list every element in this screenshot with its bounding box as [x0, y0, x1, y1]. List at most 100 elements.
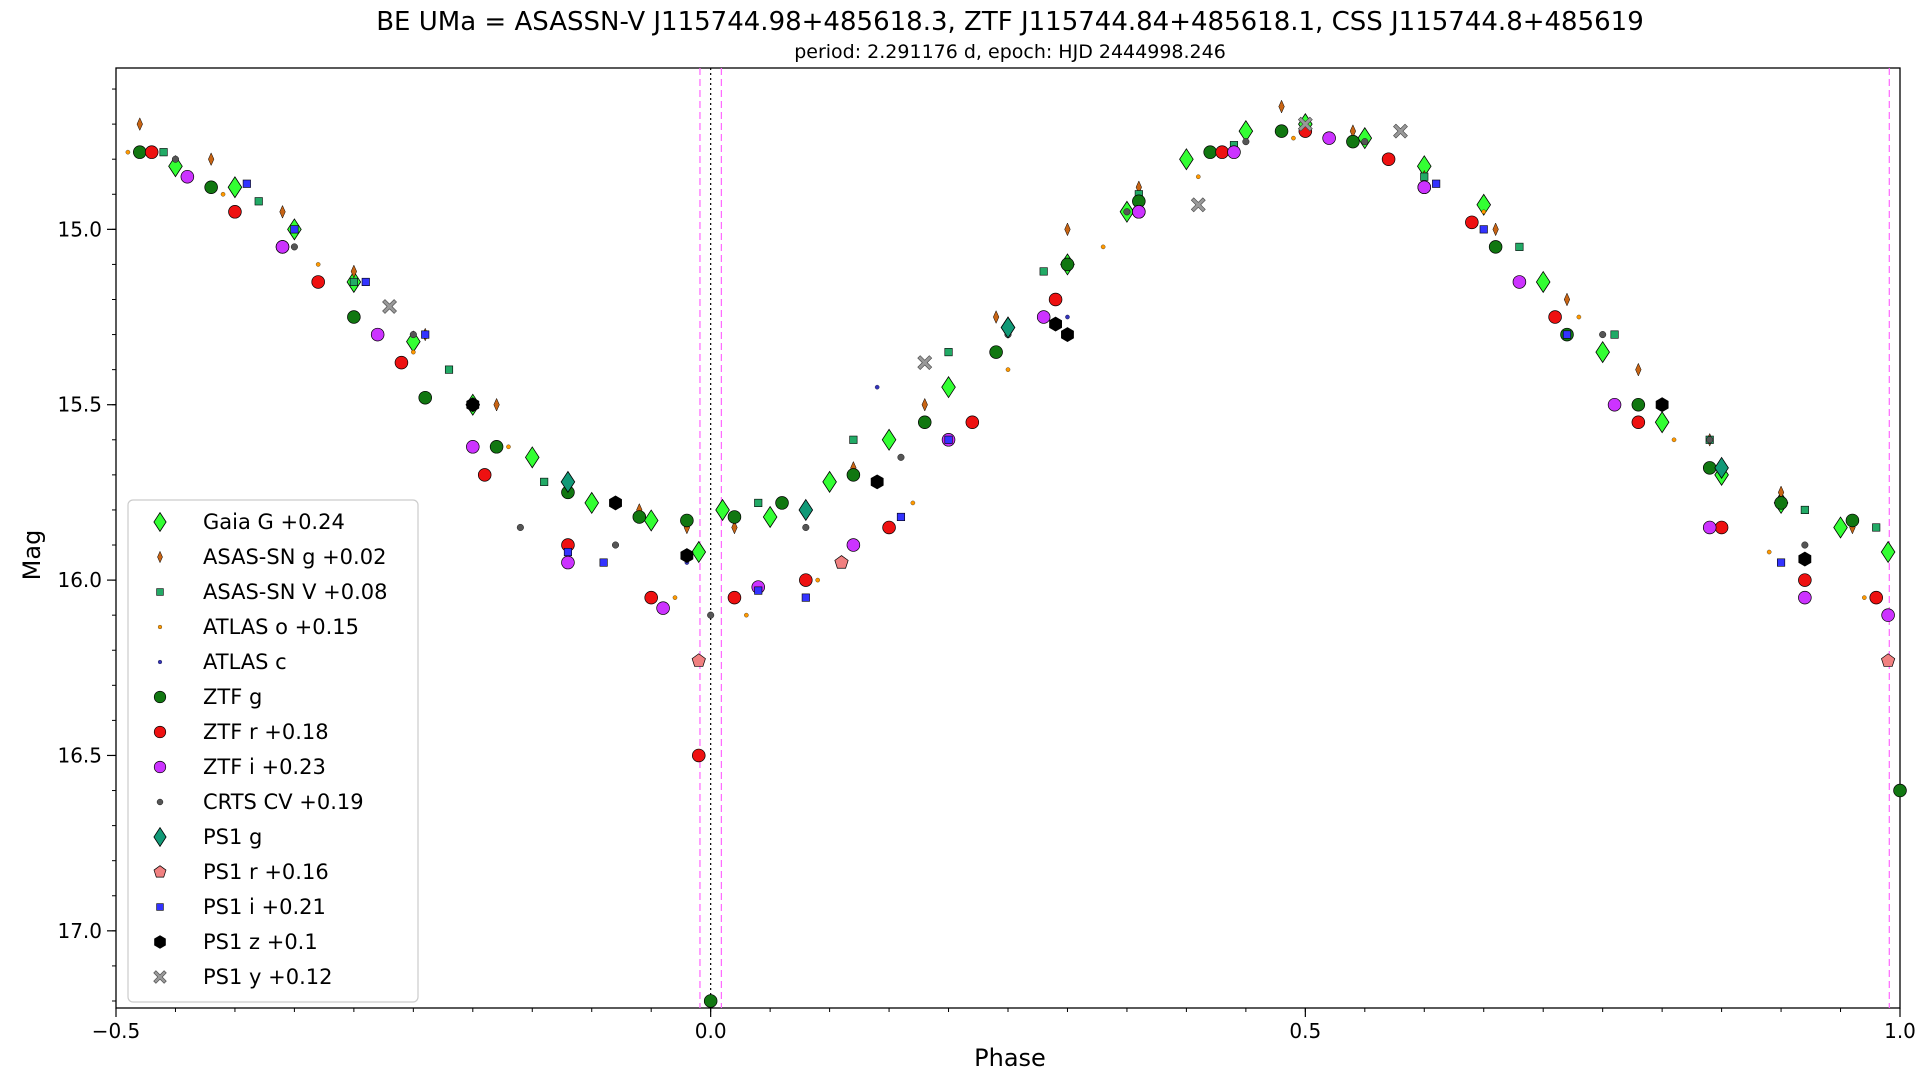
data-point	[1702, 520, 1717, 535]
data-point	[1061, 327, 1074, 342]
data-point	[411, 349, 416, 355]
series-9	[560, 316, 1729, 522]
data-point	[133, 145, 147, 159]
legend-label: ATLAS c	[203, 650, 287, 674]
legend-label: ZTF i +0.23	[203, 755, 326, 779]
data-point	[1432, 179, 1441, 188]
data-point	[707, 611, 715, 619]
data-point	[1548, 310, 1562, 324]
data-point	[822, 470, 837, 494]
data-point	[466, 440, 480, 454]
legend-entry: CRTS CV +0.19	[156, 790, 364, 814]
plot-layer: −0.5 0.0 0.5 1.0 15.0 15.5 16.0 16.5 17.0	[57, 67, 1916, 1043]
legend-entry: ATLAS c	[157, 650, 287, 674]
data-point	[1869, 590, 1883, 605]
data-point	[159, 148, 168, 157]
data-point	[1801, 541, 1809, 549]
data-point	[965, 415, 980, 430]
y-tick-label: 17.0	[57, 919, 102, 943]
data-point	[870, 474, 884, 490]
data-point	[1492, 222, 1499, 237]
data-point	[612, 541, 620, 549]
legend-label: Gaia G +0.24	[203, 510, 345, 534]
legend-marker	[156, 588, 164, 596]
data-point	[1203, 145, 1217, 159]
data-point	[632, 510, 647, 524]
data-point	[1881, 608, 1895, 622]
data-point	[347, 310, 361, 324]
series-6	[144, 124, 1883, 763]
data-point	[279, 204, 286, 219]
data-point	[228, 205, 242, 219]
data-point	[466, 397, 480, 413]
data-point	[1798, 551, 1812, 567]
data-point	[563, 547, 572, 557]
series-8	[171, 138, 1809, 619]
data-point	[1357, 127, 1373, 150]
data-point	[1798, 590, 1812, 605]
legend-marker	[153, 970, 167, 984]
legend-marker	[153, 690, 167, 704]
data-point	[775, 496, 789, 510]
chart-subtitle: period: 2.291176 d, epoch: HJD 2444998.2…	[794, 41, 1226, 63]
data-point	[1346, 134, 1360, 149]
legend-marker	[153, 865, 167, 878]
data-point	[762, 505, 778, 529]
data-point	[1893, 783, 1907, 798]
legend-entry: ZTF r +0.18	[153, 720, 329, 744]
data-point	[801, 593, 810, 602]
data-point	[1535, 270, 1551, 294]
data-point	[1599, 331, 1607, 339]
legend-marker	[153, 826, 167, 848]
data-point	[680, 548, 694, 563]
data-point	[1671, 437, 1677, 443]
legend-label: PS1 r +0.16	[203, 860, 329, 884]
data-point	[1100, 244, 1106, 250]
data-point	[560, 470, 576, 494]
series-12	[466, 316, 1812, 567]
data-point	[1635, 362, 1642, 377]
legend-label: PS1 y +0.12	[203, 965, 333, 989]
data-point	[1631, 415, 1646, 430]
data-point	[204, 180, 218, 195]
data-point	[1215, 145, 1229, 159]
data-point	[1048, 292, 1063, 307]
legend-entry: PS1 y +0.12	[153, 965, 333, 989]
legend-marker	[154, 935, 166, 949]
data-point	[1800, 505, 1809, 514]
data-point	[136, 117, 143, 132]
data-point	[727, 510, 742, 524]
data-point	[874, 384, 880, 390]
data-point	[656, 601, 670, 615]
data-point	[643, 509, 659, 532]
data-point	[1872, 523, 1881, 532]
data-point	[897, 453, 905, 461]
data-point	[1361, 138, 1369, 146]
data-point	[227, 176, 243, 199]
data-point	[254, 197, 263, 206]
data-point	[599, 558, 608, 567]
data-point	[1595, 340, 1610, 364]
data-point	[917, 355, 933, 371]
data-point	[1297, 116, 1313, 132]
data-point	[444, 365, 454, 374]
data-point	[1393, 123, 1408, 139]
series-13	[382, 116, 1408, 371]
legend-marker	[153, 725, 167, 739]
legend-marker	[153, 760, 167, 774]
data-point	[692, 748, 706, 763]
data-point	[1607, 397, 1622, 412]
legend-entry: ATLAS o +0.15	[157, 615, 359, 639]
data-point	[171, 155, 179, 163]
data-point	[1036, 310, 1051, 324]
data-point	[1862, 595, 1867, 600]
legend-entry: PS1 i +0.21	[156, 895, 326, 919]
data-point	[1610, 330, 1619, 339]
data-point	[1064, 222, 1071, 237]
data-point	[125, 149, 131, 155]
data-point	[1881, 653, 1896, 667]
data-point	[524, 446, 540, 469]
legend-entry: PS1 z +0.1	[154, 930, 318, 954]
data-point	[506, 444, 511, 450]
